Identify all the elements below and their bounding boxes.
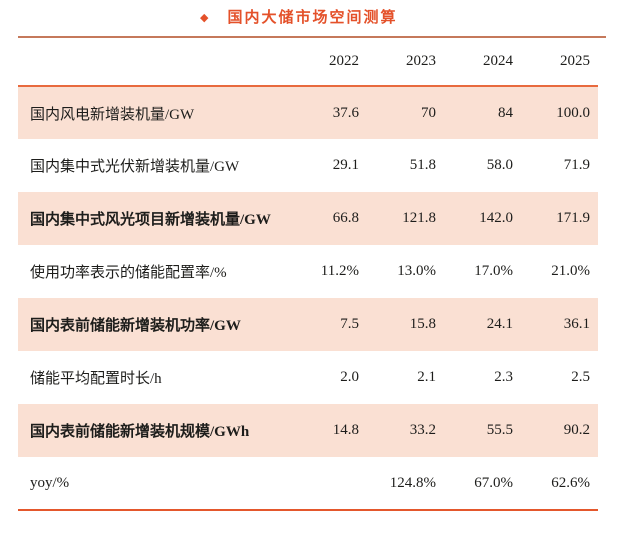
cell-value: 171.9 [556,210,590,226]
cell-value: 142.0 [479,210,513,226]
cell-value: 2.1 [417,369,436,385]
cell-value: 67.0% [474,474,513,491]
cell-value: 124.8% [389,474,436,491]
cell-value: 11.2% [320,263,359,279]
cell-value: 36.1 [563,316,590,332]
diamond-bullet-icon: ◆ [200,12,209,24]
table-row: 国内集中式风光项目新增装机量/GW 66.8 121.8 142.0 171.9 [18,192,598,245]
column-header-blank [18,38,290,86]
cell-value: 70 [421,104,436,121]
year-column-header: 2022 [329,53,359,69]
table-row: 国内风电新增装机量/GW 37.6 70 84 100.0 [18,86,598,139]
table-title: 国内大储市场空间测算 [227,10,398,26]
year-column-header: 2024 [483,53,513,69]
row-label: yoy/% [30,474,70,491]
table-row: 储能平均配置时长/h 2.0 2.1 2.3 2.5 [18,351,598,404]
cell-value [290,457,367,510]
cell-value: 71.9 [563,157,590,173]
row-label: 国内表前储能新增装机功率/GW [30,318,241,334]
cell-value: 121.8 [402,210,436,226]
cell-value: 7.5 [340,316,359,332]
year-column-header: 2025 [560,53,590,69]
table-header: 2022 2023 2024 2025 [18,38,598,86]
row-label: 储能平均配置时长/h [30,371,162,387]
cell-value: 2.0 [340,369,359,385]
table-body: 国内风电新增装机量/GW 37.6 70 84 100.0 国内集中式光伏新增装机量/GW… [18,86,598,510]
cell-value: 13.0% [397,263,436,279]
row-label: 国内表前储能新增装机规模/GWh [30,424,250,440]
title-divider [18,36,606,38]
cell-value: 51.8 [409,157,436,173]
row-label: 使用功率表示的储能配置率/% [30,265,227,281]
cell-value: 90.2 [563,422,590,438]
table-row: 国内表前储能新增装机功率/GW 7.5 15.8 24.1 36.1 [18,298,598,351]
row-label: 国内集中式风光项目新增装机量/GW [30,212,271,228]
year-column-header: 2023 [406,53,436,69]
market-forecast-table: 2022 2023 2024 2025 国内风电新增装机量/GW 37.6 70 84 100… [18,38,598,511]
cell-value: 24.1 [486,316,513,332]
cell-value: 15.8 [409,316,436,332]
table-row: 国内集中式光伏新增装机量/GW 29.1 51.8 58.0 71.9 [18,139,598,192]
year-header-row: 2022 2023 2024 2025 [18,38,598,86]
cell-value: 2.3 [494,369,513,385]
cell-value: 2.5 [571,369,590,385]
cell-value: 62.6% [551,474,590,491]
cell-value: 37.6 [332,104,359,121]
table-row: 国内表前储能新增装机规模/GWh 14.8 33.2 55.5 90.2 [18,404,598,457]
table-row: 使用功率表示的储能配置率/% 11.2% 13.0% 17.0% 21.0% [18,245,598,298]
table-row: yoy/% 124.8% 67.0% 62.6% [18,457,598,510]
row-label: 国内风电新增装机量/GW [30,106,195,123]
cell-value: 84 [498,104,513,121]
cell-value: 14.8 [332,422,359,438]
cell-value: 29.1 [332,157,359,173]
cell-value: 55.5 [486,422,513,438]
row-label: 国内集中式光伏新增装机量/GW [30,159,240,175]
cell-value: 100.0 [556,104,590,121]
cell-value: 21.0% [551,263,590,279]
cell-value: 58.0 [486,157,513,173]
cell-value: 17.0% [474,263,513,279]
cell-value: 66.8 [332,210,359,226]
table-title-row: ◆ 国内大储市场空间测算 [0,0,640,29]
cell-value: 33.2 [409,422,436,438]
